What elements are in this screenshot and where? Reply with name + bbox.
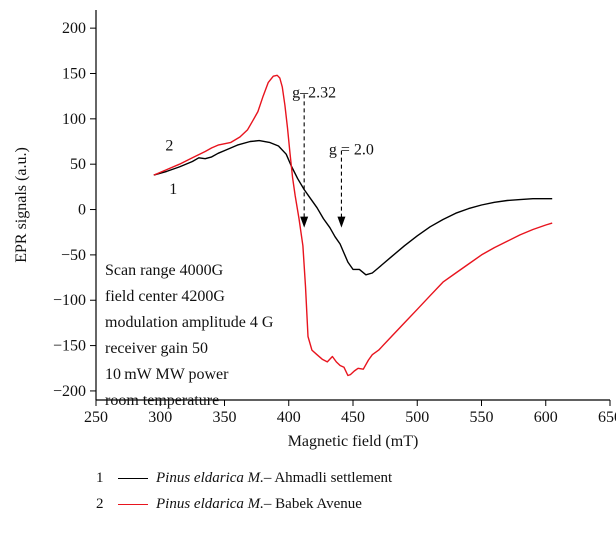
- info-line-1: Scan range 4000G: [105, 262, 224, 279]
- legend-location-2: – Babek Avenue: [263, 496, 362, 512]
- g-label-2-0: g = 2.0: [329, 142, 374, 159]
- x-axis-label: Magnetic field (mT): [288, 433, 419, 450]
- x-tick-label: 500: [405, 409, 429, 426]
- y-tick-label: −200: [53, 383, 86, 400]
- x-tick-label: 450: [341, 409, 365, 426]
- g-arrow-2-32-head: [300, 216, 309, 228]
- legend-species-2: Pinus eldarica M.: [156, 496, 264, 512]
- legend-item-1: 1 Pinus eldarica M. – Ahmadli settlement: [96, 470, 392, 487]
- x-tick-label: 550: [470, 409, 494, 426]
- legend-line-red: [118, 504, 148, 505]
- curve-label-2: 2: [165, 138, 173, 155]
- info-line-3: modulation amplitude 4 G: [105, 314, 274, 331]
- x-tick-label: 400: [277, 409, 301, 426]
- y-tick-label: −100: [53, 292, 86, 309]
- x-tick-label: 300: [148, 409, 172, 426]
- x-tick-label: 350: [213, 409, 237, 426]
- info-line-2: field center 4200G: [105, 288, 225, 305]
- epr-chart: 250300350400450500550600650200150100500−…: [13, 10, 616, 450]
- y-tick-label: −150: [53, 338, 86, 355]
- y-tick-label: 50: [70, 156, 86, 173]
- info-line-6: room temperature: [105, 392, 219, 409]
- series-line-2: [153, 74, 553, 377]
- x-tick-label: 600: [534, 409, 558, 426]
- series-line-1: [153, 139, 553, 276]
- info-line-5: 10 mW MW power: [105, 366, 229, 383]
- y-tick-label: 0: [78, 202, 86, 219]
- g-arrow-2-0-head: [337, 216, 346, 228]
- x-tick-label: 650: [598, 409, 616, 426]
- y-tick-label: 200: [62, 20, 86, 37]
- legend-location-1: – Ahmadli settlement: [263, 470, 393, 486]
- info-line-4: receiver gain 50: [105, 340, 208, 357]
- y-tick-label: 100: [62, 111, 86, 128]
- legend-number-1: 1: [96, 470, 104, 486]
- y-axis-label: EPR signals (a.u.): [13, 147, 30, 263]
- legend-line-black: [118, 478, 148, 479]
- y-tick-label: 150: [62, 65, 86, 82]
- y-tick-label: −50: [61, 247, 86, 264]
- curve-label-1: 1: [169, 181, 177, 198]
- legend-species-1: Pinus eldarica M.: [156, 470, 264, 486]
- legend-number-2: 2: [96, 496, 104, 512]
- x-tick-label: 250: [84, 409, 108, 426]
- g-label-2-32: g–2.32: [292, 84, 336, 101]
- legend-item-2: 2 Pinus eldarica M. – Babek Avenue: [96, 496, 362, 513]
